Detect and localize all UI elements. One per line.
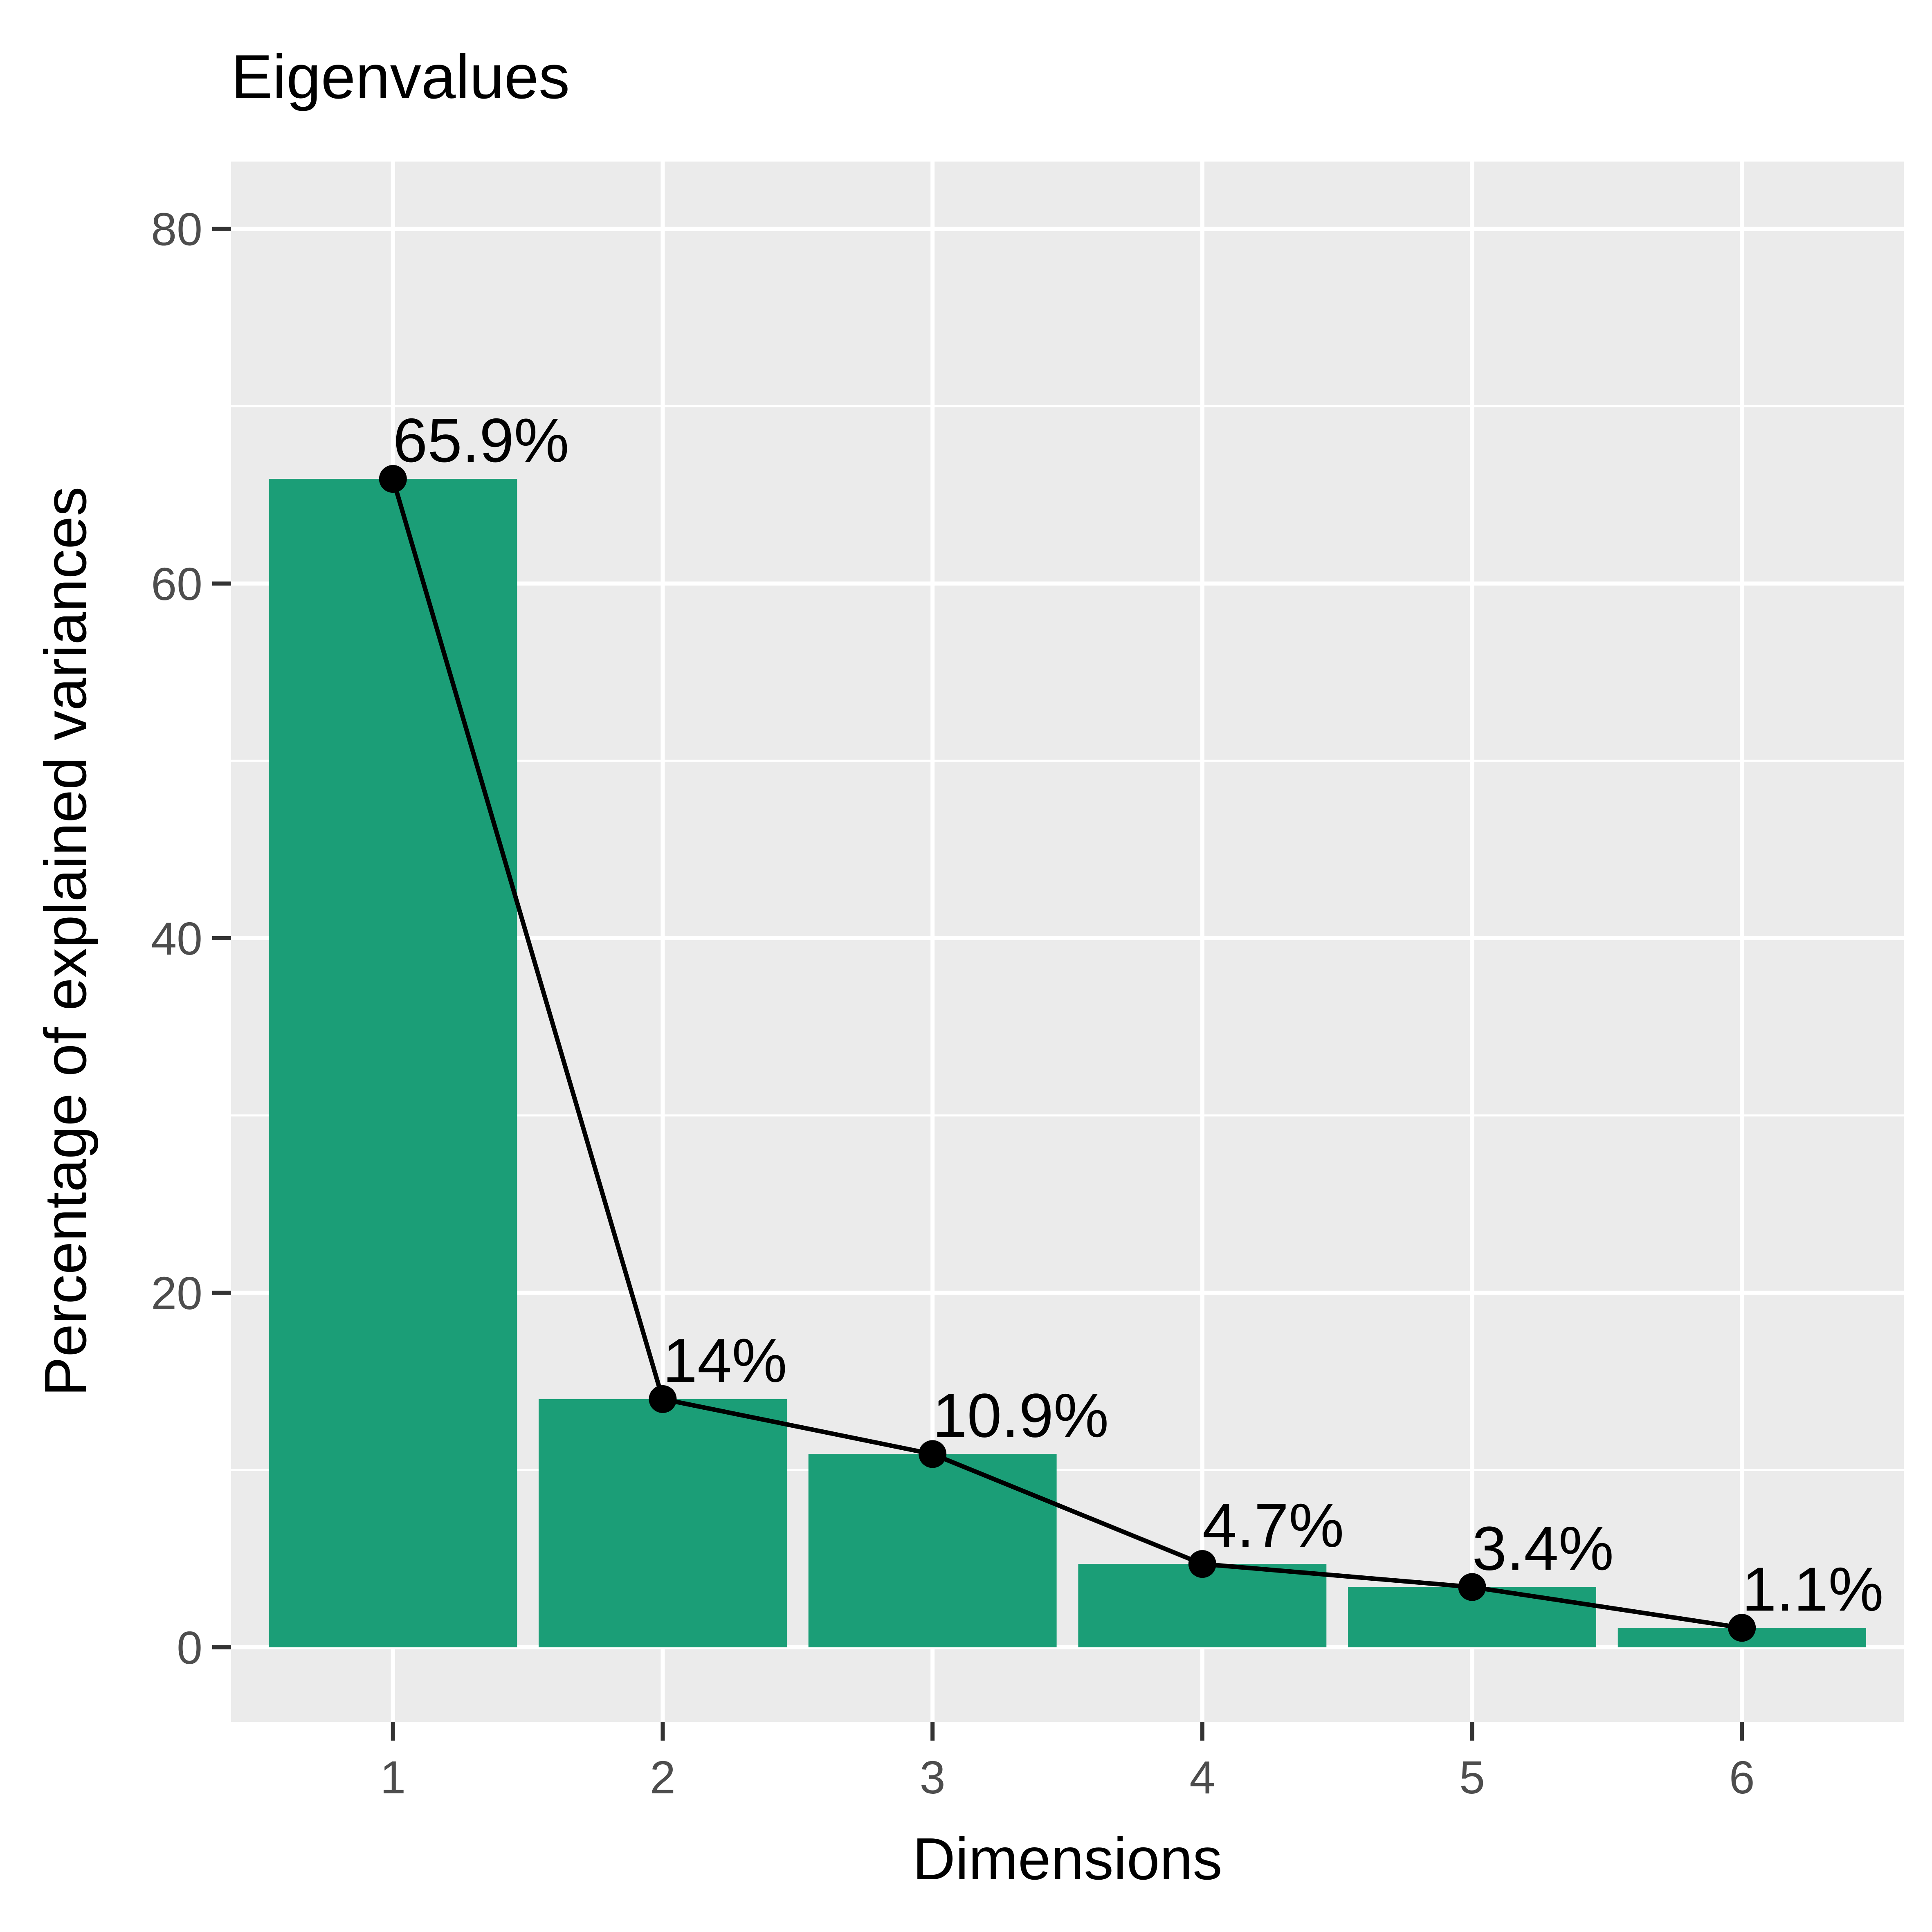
point-dim-4 bbox=[1188, 1550, 1216, 1578]
y-tick-label: 0 bbox=[177, 1622, 202, 1674]
x-tick-label: 1 bbox=[380, 1752, 406, 1803]
point-dim-2 bbox=[649, 1385, 677, 1413]
data-label-dim-3: 10.9% bbox=[932, 1381, 1109, 1450]
y-axis-title: Percentage of explained variances bbox=[32, 487, 99, 1397]
x-axis: 1 2 3 4 5 6 bbox=[380, 1722, 1755, 1803]
x-tick-label: 6 bbox=[1729, 1752, 1755, 1803]
data-label-dim-5: 3.4% bbox=[1472, 1514, 1614, 1584]
trend-line bbox=[391, 478, 1743, 1630]
data-labels: 65.9% 14% 10.9% 4.7% 3.4% 1.1% bbox=[393, 406, 1884, 1624]
point-dim-6 bbox=[1728, 1614, 1756, 1642]
point-dim-5 bbox=[1458, 1573, 1486, 1601]
x-tick-label: 4 bbox=[1189, 1752, 1215, 1803]
bar-dim-2 bbox=[539, 1399, 787, 1647]
data-label-dim-6: 1.1% bbox=[1742, 1555, 1883, 1624]
bar-dim-3 bbox=[808, 1454, 1057, 1647]
data-label-dim-1: 65.9% bbox=[393, 406, 569, 475]
chart-title: Eigenvalues bbox=[231, 42, 570, 112]
x-tick-label: 5 bbox=[1459, 1752, 1485, 1803]
point-dim-1 bbox=[379, 465, 407, 493]
bar-dim-1 bbox=[269, 479, 517, 1647]
x-axis-title: Dimensions bbox=[912, 1826, 1222, 1892]
data-label-dim-4: 4.7% bbox=[1202, 1491, 1344, 1560]
y-tick-label: 60 bbox=[151, 558, 202, 610]
point-dim-3 bbox=[919, 1440, 947, 1468]
x-tick-label: 2 bbox=[650, 1752, 676, 1803]
y-axis: 0 20 40 60 80 bbox=[151, 204, 231, 1674]
y-tick-label: 20 bbox=[151, 1267, 202, 1319]
y-tick-label: 80 bbox=[151, 204, 202, 255]
x-tick-label: 3 bbox=[920, 1752, 946, 1803]
y-tick-label: 40 bbox=[151, 913, 202, 964]
data-label-dim-2: 14% bbox=[663, 1326, 787, 1395]
points bbox=[379, 465, 1756, 1642]
